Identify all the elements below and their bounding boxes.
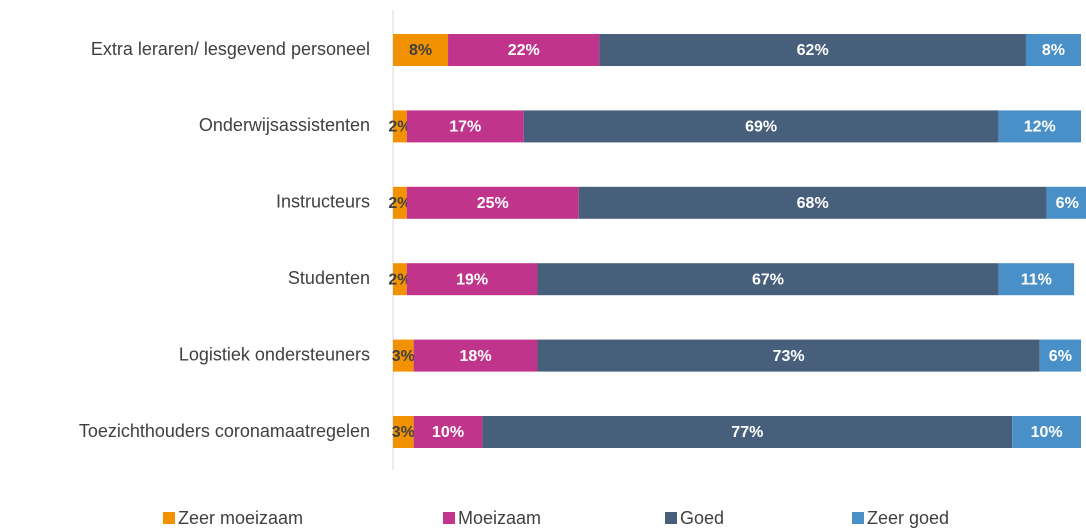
value-label: 12%	[1024, 119, 1056, 136]
bar-segment	[1012, 416, 1081, 448]
bar-segment	[998, 110, 1081, 143]
legend-label: Zeer moeizaam	[178, 508, 303, 528]
value-label: 8%	[409, 42, 432, 59]
value-label: 17%	[449, 119, 481, 136]
value-label: 77%	[731, 424, 763, 441]
value-label: 62%	[797, 42, 829, 59]
bar-segment	[523, 110, 999, 143]
bar-segment	[1025, 34, 1081, 66]
bar-segment	[1046, 186, 1086, 219]
bar-segment	[448, 34, 600, 66]
bar-segment	[537, 339, 1040, 372]
bar-segment	[482, 416, 1013, 448]
category-label: Onderwijsassistenten	[199, 115, 370, 135]
value-label: 8%	[1042, 42, 1065, 59]
value-label: 68%	[797, 195, 829, 212]
legend-swatch	[665, 512, 677, 524]
value-label: 25%	[477, 195, 509, 212]
value-label: 69%	[745, 119, 777, 136]
bar-segment	[393, 186, 407, 219]
bar-segment	[998, 263, 1075, 296]
legend-label: Moeizaam	[458, 508, 541, 528]
bar-segment	[393, 416, 414, 448]
legend-swatch	[443, 512, 455, 524]
bar-segment	[393, 34, 449, 66]
value-label: 10%	[1031, 424, 1063, 441]
bar-segment	[406, 263, 538, 296]
value-label: 2%	[388, 195, 411, 212]
category-label: Studenten	[288, 268, 370, 288]
value-label: 3%	[392, 424, 415, 441]
bar-segment	[393, 339, 414, 372]
bar-segment	[406, 110, 524, 143]
category-label: Extra leraren/ lesgevend personeel	[91, 39, 370, 59]
legend-label: Goed	[680, 508, 724, 528]
bar-segment	[413, 339, 538, 372]
value-label: 3%	[392, 348, 415, 365]
value-label: 6%	[1049, 348, 1072, 365]
value-label: 6%	[1056, 195, 1079, 212]
bar-segment	[599, 34, 1026, 66]
value-label: 67%	[752, 271, 784, 288]
legend-swatch	[852, 512, 864, 524]
value-label: 10%	[432, 424, 464, 441]
value-label: 19%	[456, 271, 488, 288]
value-label: 11%	[1021, 271, 1052, 288]
bar-segment	[1039, 339, 1081, 372]
legend-label: Zeer goed	[867, 508, 949, 528]
legend-swatch	[163, 512, 175, 524]
bar-segment	[406, 186, 579, 219]
bar-segment	[413, 416, 483, 448]
category-label: Toezichthouders coronamaatregelen	[79, 421, 370, 441]
bar-segment	[578, 186, 1047, 219]
category-label: Logistiek ondersteuners	[179, 344, 370, 364]
value-label: 73%	[773, 348, 805, 365]
value-label: 2%	[388, 119, 411, 136]
value-label: 2%	[388, 271, 411, 288]
bar-segment	[393, 263, 407, 296]
category-label: Instructeurs	[276, 192, 370, 212]
value-label: 22%	[508, 42, 540, 59]
value-label: 18%	[460, 348, 492, 365]
bar-segment	[537, 263, 999, 296]
bar-segment	[393, 110, 407, 143]
